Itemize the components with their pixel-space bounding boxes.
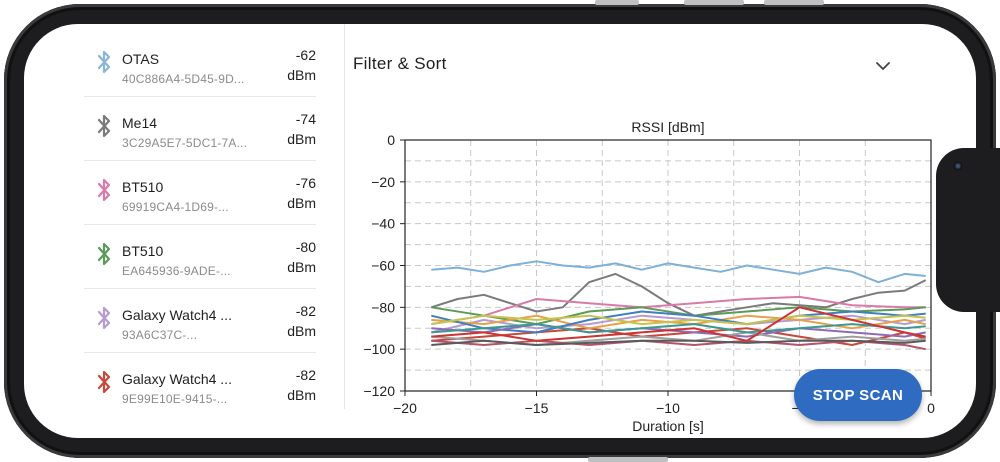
- chevron-down-icon[interactable]: [875, 58, 891, 74]
- dynamic-island: [936, 148, 1000, 312]
- series-line: [431, 323, 926, 334]
- x-axis-label: Duration [s]: [632, 418, 704, 434]
- device-uuid: 69919CA4-1D69-...: [122, 200, 229, 214]
- device-row[interactable]: Galaxy Watch4 ... 9E99E10E-9415-... -82 dBm: [84, 352, 316, 416]
- series-line: [431, 314, 926, 326]
- volume-button: [684, 0, 744, 5]
- bluetooth-icon: [97, 370, 111, 394]
- rssi-value: -82: [295, 303, 316, 319]
- y-tick-label: −40: [371, 216, 395, 232]
- bluetooth-icon: [97, 306, 111, 330]
- power-button: [764, 0, 824, 5]
- device-rssi: -76 dBm: [287, 173, 316, 213]
- bluetooth-icon: [97, 114, 111, 138]
- device-row[interactable]: BT510 EA645936-9ADE-... -80 dBm: [84, 224, 316, 288]
- device-row[interactable]: Galaxy Watch4 ... 93A6C37C-... -82 dBm: [84, 288, 316, 352]
- x-tick-label: −10: [656, 400, 680, 416]
- rssi-value: -76: [295, 175, 316, 191]
- rssi-unit: dBm: [287, 323, 316, 339]
- rssi-unit: dBm: [287, 67, 316, 83]
- device-name: Galaxy Watch4 ...: [122, 371, 232, 387]
- side-button: [588, 457, 668, 462]
- device-name: Galaxy Watch4 ...: [122, 307, 232, 323]
- camera-icon: [953, 161, 963, 171]
- series-line: [430, 272, 927, 317]
- y-tick-label: −80: [371, 299, 395, 315]
- device-name: BT510: [122, 243, 164, 259]
- rssi-unit: dBm: [287, 259, 316, 275]
- x-tick-label: 0: [927, 400, 935, 416]
- app-screen: OTAS 40C886A4-5D45-9D... -62 dBm Me14 3C29A5E…: [24, 24, 976, 438]
- device-rssi: -74 dBm: [287, 109, 316, 149]
- chart-title: RSSI [dBm]: [631, 119, 704, 135]
- rssi-value: -82: [295, 367, 316, 383]
- series-line: [431, 295, 926, 326]
- rssi-unit: dBm: [287, 131, 316, 147]
- y-tick-label: −20: [371, 174, 395, 190]
- series-line: [431, 260, 926, 284]
- filter-sort-title: Filter & Sort: [353, 54, 447, 73]
- series-line: [431, 306, 926, 342]
- series-line: [431, 339, 926, 346]
- device-list: OTAS 40C886A4-5D45-9D... -62 dBm Me14 3C29A5E…: [84, 24, 345, 438]
- device-rssi: -82 dBm: [287, 365, 316, 405]
- device-name: Me14: [122, 115, 158, 131]
- device-row[interactable]: BT510 69919CA4-1D69-... -76 dBm: [84, 160, 316, 224]
- device-uuid: 40C886A4-5D45-9D...: [122, 72, 245, 86]
- filter-sort-header[interactable]: Filter & Sort: [353, 48, 943, 84]
- rssi-unit: dBm: [287, 387, 316, 403]
- bluetooth-icon: [97, 50, 111, 74]
- device-uuid: 9E99E10E-9415-...: [122, 392, 228, 406]
- stop-scan-button[interactable]: STOP SCAN: [794, 369, 922, 421]
- y-tick-label: 0: [387, 132, 395, 148]
- rssi-value: -74: [295, 111, 316, 127]
- device-rssi: -82 dBm: [287, 301, 316, 341]
- device-row[interactable]: Me14 3C29A5E7-5DC1-7A... -74 dBm: [84, 96, 316, 160]
- device-row[interactable]: OTAS 40C886A4-5D45-9D... -62 dBm: [84, 32, 316, 96]
- device-rssi: -80 dBm: [287, 237, 316, 277]
- x-tick-label: −15: [525, 400, 549, 416]
- device-uuid: EA645936-9ADE-...: [122, 264, 231, 278]
- y-tick-label: −100: [363, 341, 395, 357]
- series-line: [431, 310, 926, 334]
- y-tick-label: −120: [363, 383, 395, 399]
- device-rssi: -62 dBm: [287, 45, 316, 85]
- volume-button: [595, 0, 639, 5]
- y-tick-label: −60: [371, 258, 395, 274]
- x-tick-label: −20: [393, 400, 417, 416]
- device-uuid: 93A6C37C-...: [122, 328, 198, 342]
- series-line: [431, 323, 926, 338]
- rssi-value: -80: [295, 239, 316, 255]
- device-name: OTAS: [122, 51, 160, 67]
- device-name: BT510: [122, 179, 164, 195]
- device-uuid: 3C29A5E7-5DC1-7A...: [122, 136, 248, 150]
- rssi-value: -62: [295, 47, 316, 63]
- bluetooth-icon: [97, 242, 111, 266]
- rssi-chart: 0−20−40−60−80−100−120−20−15−10−50RSSI [d…: [363, 119, 935, 434]
- rssi-unit: dBm: [287, 195, 316, 211]
- bluetooth-icon: [97, 178, 111, 202]
